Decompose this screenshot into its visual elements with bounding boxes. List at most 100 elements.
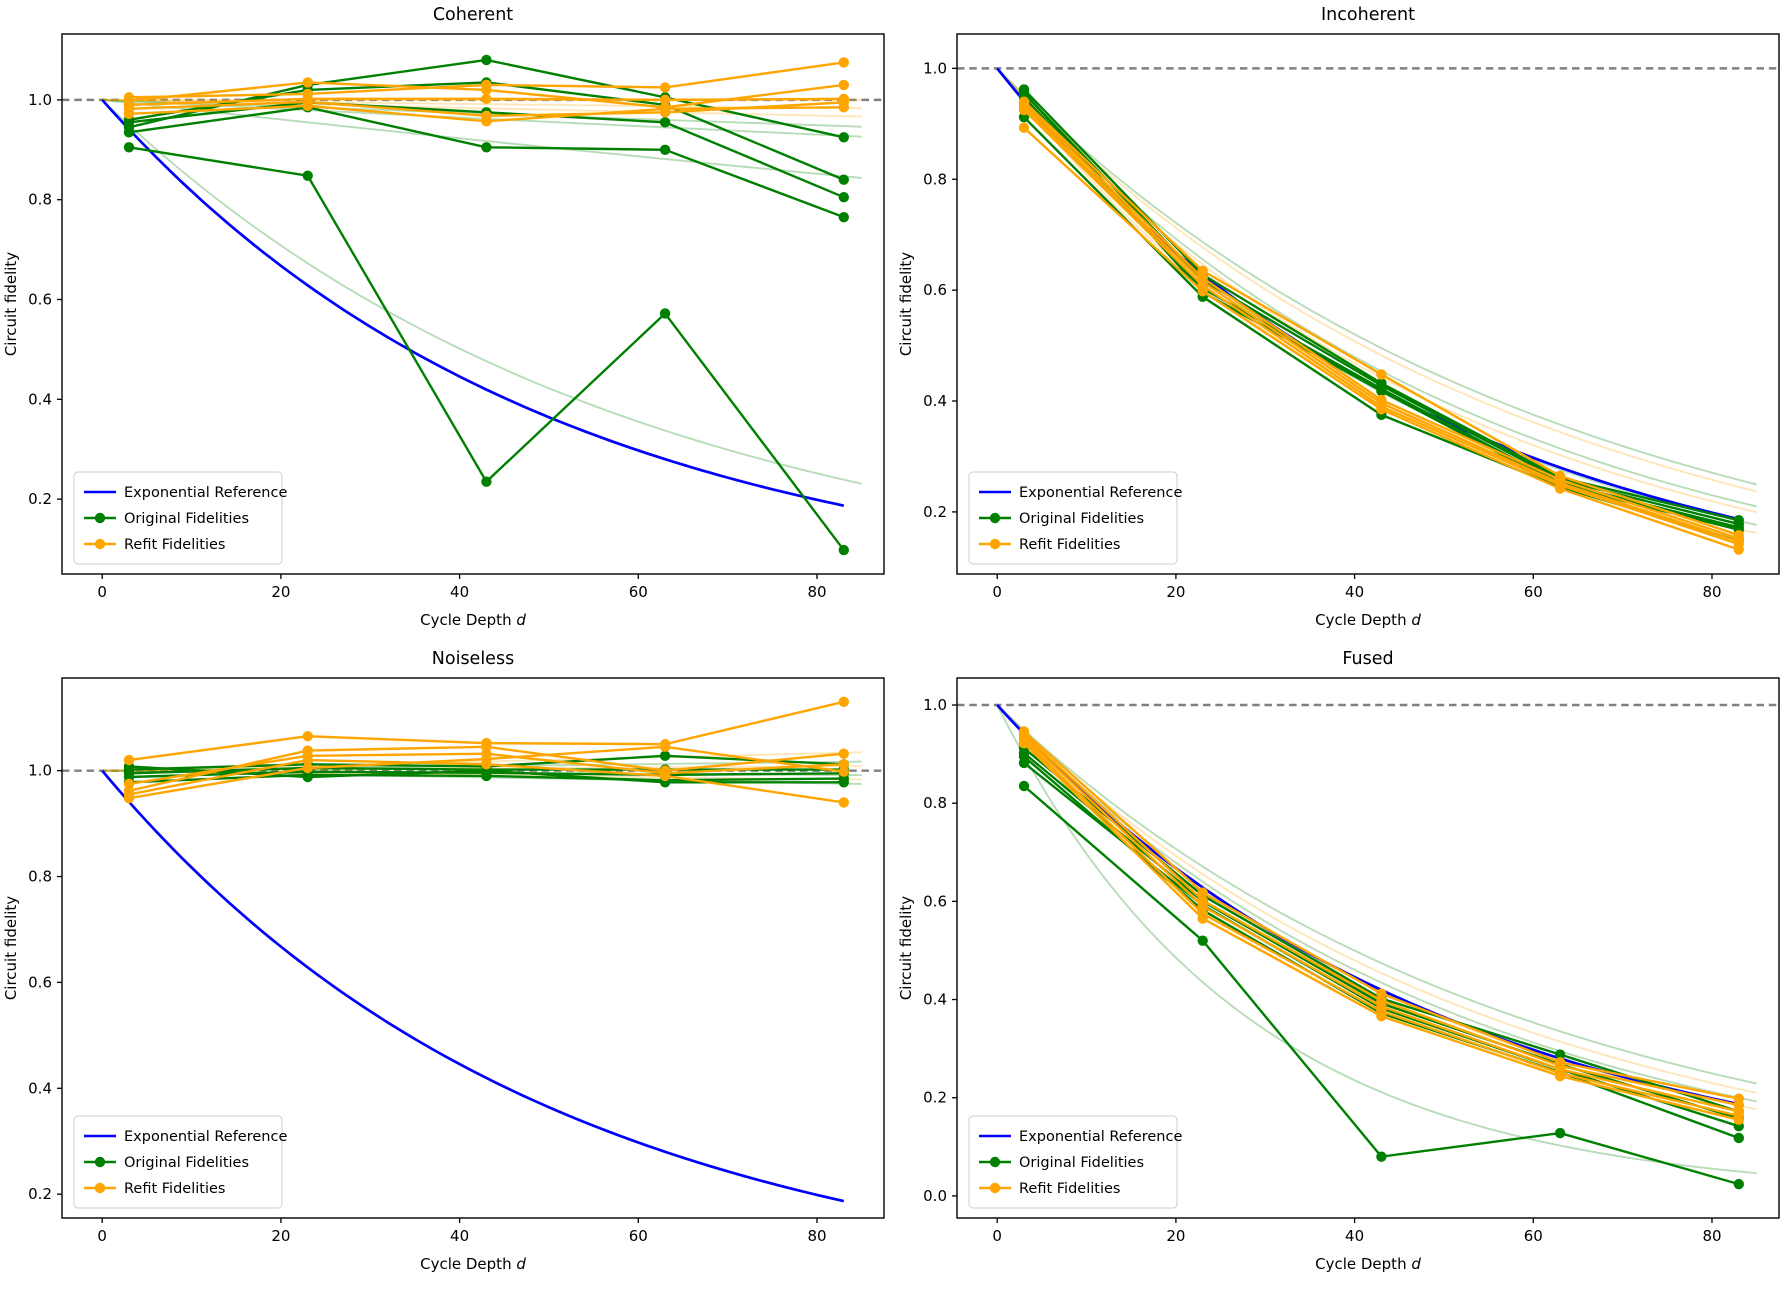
subplot-title: Fused xyxy=(1342,649,1393,669)
refit-series-marker xyxy=(1376,1011,1387,1022)
plot-area xyxy=(62,696,884,1203)
refit-series-marker xyxy=(302,762,313,774)
refit-series-marker xyxy=(1018,738,1030,749)
reference-line xyxy=(101,769,845,1203)
refit-series-line xyxy=(1023,733,1740,1107)
chart-svg-incoherent: 0 20 40 60 80 0.2 0.4 0.6 0.8 1.0 Incoherent Cycle … xyxy=(897,5,1780,629)
original-series-marker xyxy=(481,54,492,66)
original-series-marker xyxy=(659,144,671,155)
original-series-marker xyxy=(838,192,849,203)
y-tick-label: 0.8 xyxy=(28,868,52,886)
refit-series-marker xyxy=(838,102,849,113)
subplot-noiseless: 0 20 40 60 80 0.2 0.4 0.6 0.8 1.0 Noiseless Cycle D… xyxy=(0,644,895,1289)
x-axis-label: Cycle Depth d xyxy=(1315,611,1421,629)
legend-sample-marker xyxy=(989,512,1001,524)
refit-series-marker xyxy=(123,108,135,120)
legend: Exponential Reference Original Fidelities… xyxy=(73,471,287,565)
refit-series-marker xyxy=(1018,104,1030,116)
legend-box xyxy=(968,1115,1178,1209)
subplot-title: Noiseless xyxy=(432,649,514,669)
x-tick-label: 20 xyxy=(271,1227,290,1245)
original-series-marker xyxy=(1376,385,1387,397)
legend: Exponential Reference Original Fidelities… xyxy=(73,1115,287,1209)
refit-series-marker xyxy=(1733,544,1744,555)
axes-spines xyxy=(956,33,1780,575)
plot-area xyxy=(957,703,1779,1190)
x-tick-label: 0 xyxy=(97,583,107,601)
subplot-incoherent: 0 20 40 60 80 0.2 0.4 0.6 0.8 1.0 Incoherent Cycle … xyxy=(895,0,1790,644)
refit-series-marker xyxy=(1376,404,1387,415)
x-tick-label: 20 xyxy=(1166,583,1185,601)
refit-series-marker xyxy=(1376,369,1387,380)
original-series-marker xyxy=(1376,1151,1387,1162)
legend-sample-marker xyxy=(94,512,106,524)
original-series-line xyxy=(1023,91,1740,531)
x-axis-label: Cycle Depth d xyxy=(420,611,526,629)
refit-series-marker xyxy=(1197,286,1208,297)
subplot-coherent: 0 20 40 60 80 0.2 0.4 0.6 0.8 1.0 Coherent Cycle De… xyxy=(0,0,895,644)
original-series-line xyxy=(1023,747,1740,1113)
subplot-fused: 0 20 40 60 80 0.0 0.2 0.4 0.6 0.8 1.0 Fused Cycle De… xyxy=(895,644,1790,1289)
refit-series-marker xyxy=(659,103,671,115)
refit-series-marker xyxy=(1733,1114,1744,1126)
axes-spines xyxy=(61,677,885,1219)
x-tick-label: 60 xyxy=(1524,1227,1543,1245)
axes-spines xyxy=(956,677,1780,1219)
original-series-marker xyxy=(123,142,135,153)
refit-series-marker xyxy=(302,754,313,766)
legend-sample-marker xyxy=(989,538,1001,550)
y-axis-label: Circuit fidelity xyxy=(897,252,915,356)
refit-series-line xyxy=(1023,739,1740,1118)
refit-series-line xyxy=(1023,736,1740,1113)
chart-svg-fused: 0 20 40 60 80 0.0 0.2 0.4 0.6 0.8 1.0 Fused Cycle De… xyxy=(897,649,1780,1273)
original-fit-line xyxy=(102,98,862,138)
plot-area xyxy=(62,54,884,556)
refit-series-line xyxy=(1023,100,1740,537)
x-axis-label: Cycle Depth d xyxy=(420,1255,526,1273)
original-series-marker xyxy=(1554,1049,1566,1060)
reference-line xyxy=(101,98,845,507)
refit-fit-line xyxy=(996,704,1757,1094)
legend-label: Refit Fidelities xyxy=(1019,1181,1120,1197)
y-tick-label: 0.0 xyxy=(923,1187,947,1205)
subplot-title: Coherent xyxy=(433,5,513,25)
refit-fit-line xyxy=(996,67,1757,535)
legend-label: Original Fidelities xyxy=(124,511,249,527)
y-tick-label: 0.2 xyxy=(923,503,947,521)
original-fit-line xyxy=(996,67,1757,508)
chart-svg-noiseless: 0 20 40 60 80 0.2 0.4 0.6 0.8 1.0 Noiseless Cycle D… xyxy=(2,649,885,1273)
x-tick-label: 40 xyxy=(450,1227,469,1245)
x-tick-label: 40 xyxy=(450,583,469,601)
legend-label: Refit Fidelities xyxy=(124,537,225,553)
subplot-title: Incoherent xyxy=(1321,5,1415,25)
original-series-marker xyxy=(1018,111,1030,123)
original-series-marker xyxy=(659,750,671,762)
legend-box xyxy=(968,471,1178,565)
refit-series-marker xyxy=(123,778,135,790)
refit-series-marker xyxy=(1197,887,1208,898)
y-tick-label: 0.8 xyxy=(923,794,947,812)
refit-fit-line xyxy=(996,704,1757,1111)
x-tick-label: 60 xyxy=(629,583,648,601)
y-tick-label: 0.8 xyxy=(923,170,947,188)
legend: Exponential Reference Original Fidelities… xyxy=(968,1115,1182,1209)
legend-label: Original Fidelities xyxy=(124,1155,249,1171)
y-axis-label: Circuit fidelity xyxy=(2,896,20,1000)
original-fit-line xyxy=(996,67,1757,526)
refit-series-marker xyxy=(1197,265,1208,276)
legend-label: Exponential Reference xyxy=(124,485,287,501)
original-series-marker xyxy=(1197,935,1208,946)
original-series-marker xyxy=(302,170,313,181)
original-fit-line xyxy=(996,704,1757,1085)
x-tick-label: 20 xyxy=(271,583,290,601)
refit-series-marker xyxy=(1197,913,1208,924)
original-series-marker xyxy=(838,544,849,556)
refit-series-marker xyxy=(838,797,849,808)
y-axis-label: Circuit fidelity xyxy=(2,252,20,356)
legend-label: Refit Fidelities xyxy=(124,1181,225,1197)
y-tick-label: 0.2 xyxy=(28,1185,52,1203)
legend-sample-marker xyxy=(94,1182,106,1194)
y-tick-label: 0.6 xyxy=(923,281,947,299)
y-tick-label: 0.4 xyxy=(28,1079,52,1097)
